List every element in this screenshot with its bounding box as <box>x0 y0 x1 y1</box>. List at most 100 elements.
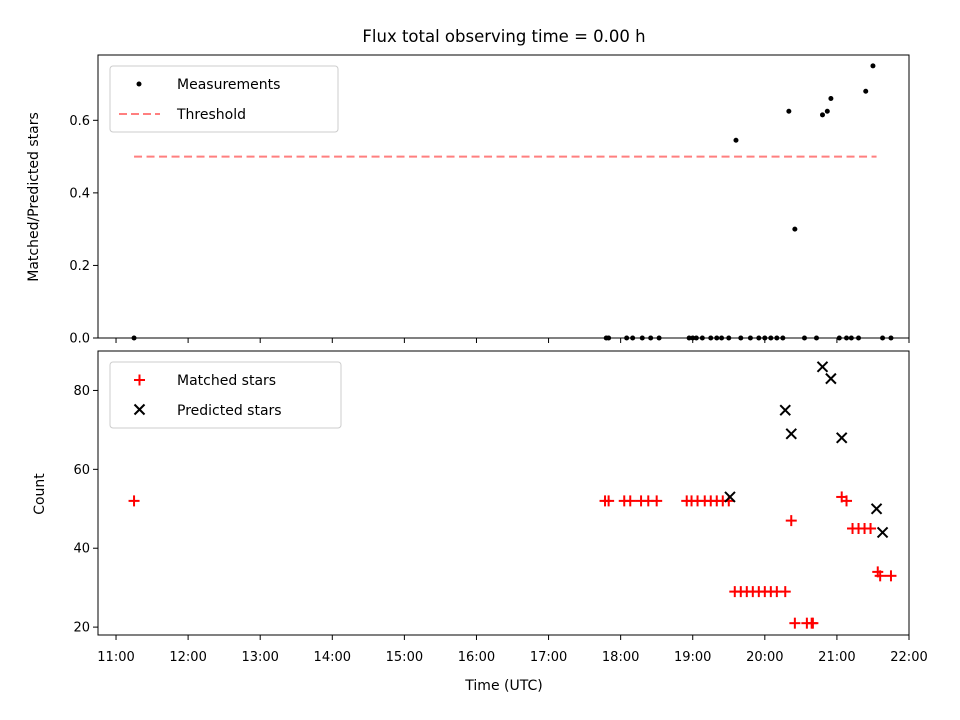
top-y-axis-label: Matched/Predicted stars <box>26 112 42 282</box>
matched-stars-point <box>865 523 877 534</box>
measurements-point <box>844 335 850 341</box>
bottom-data-marks <box>128 361 897 629</box>
measurements-point <box>686 335 692 341</box>
bottom-x-ticks: 11:00 12:00 13:00 14:00 15:00 16:00 17:00 18:00… <box>97 635 928 665</box>
measurements-point <box>848 335 854 341</box>
top-x-ticks <box>115 338 910 343</box>
x-tick-label: 18:00 <box>602 650 639 665</box>
matched-stars-point <box>789 617 801 629</box>
predicted-stars-point <box>870 503 883 515</box>
measurements-point <box>131 335 137 341</box>
measurements-point <box>819 112 825 118</box>
measurements-point <box>693 335 699 341</box>
legend-threshold-label: Threshold <box>176 107 246 123</box>
bottom-axes-frame <box>97 350 910 636</box>
x-tick-label: 19:00 <box>674 650 711 665</box>
measurements-point <box>888 335 894 341</box>
measurements-point <box>708 335 714 341</box>
x-tick-label: 13:00 <box>241 650 278 665</box>
matched-stars-point <box>885 570 897 582</box>
matched-stars-point <box>785 515 797 527</box>
x-tick-label: 11:00 <box>97 650 134 665</box>
measurements-point <box>774 335 780 341</box>
predicted-stars-point <box>876 526 889 539</box>
measurements-point <box>656 335 662 341</box>
y-tick-label: 0.2 <box>69 259 90 274</box>
top-data-marks <box>131 63 894 341</box>
predicted-stars-point <box>785 428 797 440</box>
chart-title: Flux total observing time = 0.00 h <box>362 27 645 46</box>
top-y-ticks: 0.0 0.2 0.4 0.6 <box>69 114 98 347</box>
measurements-point <box>768 335 774 341</box>
measurements-point <box>714 335 720 341</box>
top-legend-box <box>109 65 339 133</box>
bottom-legend: Matched stars Predicted stars <box>109 361 342 429</box>
measurements-point <box>786 108 792 114</box>
matched-stars-point <box>603 495 615 507</box>
top-axes-frame <box>97 54 910 339</box>
x-tick-label: 21:00 <box>818 650 855 665</box>
bottom-y-axis-label: Count <box>32 473 48 515</box>
measurements-point <box>836 335 842 341</box>
legend-matched-label: Matched stars <box>177 373 276 389</box>
matched-stars-point <box>779 586 791 598</box>
matched-stars-point <box>651 495 663 507</box>
y-tick-label: 0.6 <box>69 114 90 129</box>
top-panel: 0.0 0.2 0.4 0.6 Matched/Predicted stars Mea… <box>26 54 910 347</box>
measurements-point <box>863 88 869 94</box>
legend-matched-marker <box>134 374 145 386</box>
predicted-stars-point <box>825 372 837 385</box>
measurements-point <box>824 108 830 114</box>
measurements-point <box>870 63 876 69</box>
bottom-legend-box <box>109 361 342 429</box>
measurements-point <box>856 335 862 341</box>
y-tick-label: 40 <box>73 542 90 557</box>
measurements-point <box>756 335 762 341</box>
top-legend: Measurements Threshold <box>109 65 339 133</box>
measurements-point <box>648 335 654 341</box>
x-tick-label: 17:00 <box>530 650 567 665</box>
y-tick-label: 60 <box>73 463 90 478</box>
measurements-point <box>780 335 786 341</box>
y-tick-label: 80 <box>73 384 90 399</box>
matched-stars-point <box>624 495 636 507</box>
x-tick-label: 22:00 <box>890 650 927 665</box>
predicted-stars-point <box>779 404 791 416</box>
y-tick-label: 0.4 <box>69 186 90 201</box>
measurements-point <box>624 335 630 341</box>
matched-stars-point <box>874 570 886 582</box>
legend-measurements-marker <box>136 81 142 87</box>
x-tick-label: 12:00 <box>169 650 206 665</box>
measurements-point <box>699 335 705 341</box>
measurements-point <box>733 137 739 143</box>
measurements-point <box>828 96 834 102</box>
matched-stars-point <box>128 495 140 507</box>
x-tick-label: 16:00 <box>458 650 495 665</box>
x-axis-label: Time (UTC) <box>464 678 542 694</box>
measurements-point <box>801 335 807 341</box>
predicted-stars-point <box>816 361 829 373</box>
legend-predicted-label: Predicted stars <box>177 403 282 419</box>
x-tick-label: 14:00 <box>314 650 351 665</box>
measurements-point <box>630 335 636 341</box>
measurements-point <box>880 335 886 341</box>
measurements-point <box>719 335 725 341</box>
x-tick-label: 20:00 <box>746 650 783 665</box>
predicted-stars-point <box>836 432 848 444</box>
measurements-point <box>639 335 645 341</box>
measurements-point <box>738 335 744 341</box>
matched-stars-point <box>807 617 819 629</box>
y-tick-label: 20 <box>73 621 90 636</box>
measurements-point <box>747 335 753 341</box>
measurements-point <box>726 335 732 341</box>
x-tick-label: 15:00 <box>386 650 423 665</box>
measurements-point <box>606 335 612 341</box>
predicted-stars-point <box>724 491 736 503</box>
bottom-y-ticks: 20 40 60 80 <box>73 384 98 636</box>
legend-predicted-marker <box>133 403 146 416</box>
y-tick-label: 0.0 <box>69 332 90 347</box>
legend-measurements-label: Measurements <box>177 77 280 93</box>
measurements-point <box>792 226 798 232</box>
